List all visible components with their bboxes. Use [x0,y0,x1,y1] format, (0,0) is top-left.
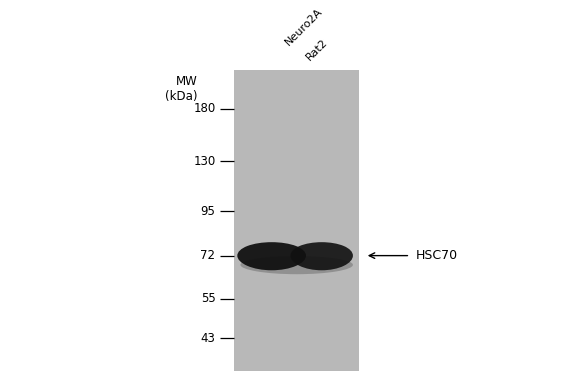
Text: 55: 55 [201,292,215,305]
Text: 180: 180 [193,102,215,115]
Text: 72: 72 [200,249,215,262]
Text: 43: 43 [201,332,215,345]
Ellipse shape [240,256,353,274]
Text: HSC70: HSC70 [416,249,458,262]
Text: MW
(kDa): MW (kDa) [165,75,197,103]
Text: Rat2: Rat2 [304,37,330,62]
Bar [234,70,359,371]
Ellipse shape [290,242,353,270]
Text: Neuro2A: Neuro2A [283,6,325,47]
Text: 130: 130 [193,155,215,167]
Ellipse shape [237,242,306,270]
Text: 95: 95 [201,205,215,218]
